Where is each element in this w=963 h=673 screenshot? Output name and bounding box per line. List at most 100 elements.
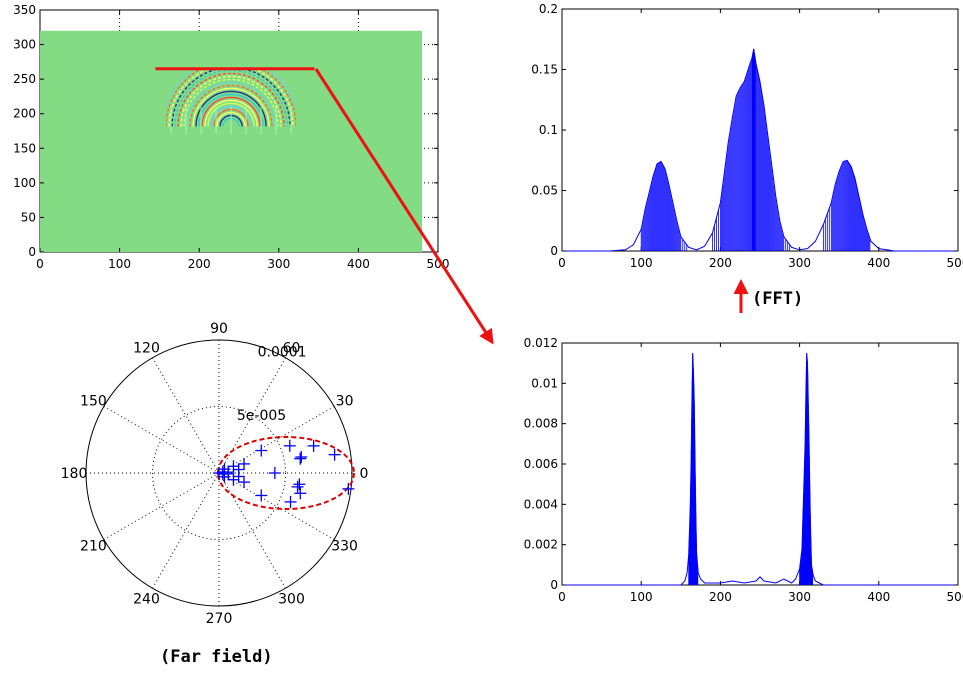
y-tick-label: 100 (13, 176, 36, 190)
polar-angle-label: 0 (360, 466, 369, 482)
y-tick-label: 0.006 (524, 457, 558, 471)
wavefront-arc (207, 102, 255, 127)
x-tick-label: 100 (630, 256, 653, 270)
polar-radius-label: 5e-005 (237, 408, 286, 424)
x-tick-label: 400 (867, 256, 890, 270)
y-tick-label: 250 (13, 72, 36, 86)
polar-angle-label: 120 (133, 340, 160, 356)
signal-chart: 0 100 200 300 400 500 0 0.002 0.004 0.006 0.008 0.0… (524, 336, 963, 604)
far-field-point (227, 460, 240, 473)
x-tick-label: 200 (709, 256, 732, 270)
wavefield-wavefront-pattern (166, 70, 296, 135)
far-field-point (237, 457, 250, 470)
far-field-point (295, 451, 308, 464)
far-field-point (294, 487, 307, 500)
y-tick-label: 150 (13, 141, 36, 155)
wavefront-arc (177, 72, 285, 127)
polar-angle-label: 330 (331, 539, 358, 555)
x-tick-label: 500 (947, 256, 963, 270)
far-field-point (307, 439, 320, 452)
y-tick-label: 0.008 (524, 417, 558, 431)
wavefront-arc (171, 70, 291, 127)
y-tick-label: 200 (13, 107, 36, 121)
x-tick-label: 200 (188, 257, 211, 271)
y-tick-label: 0.01 (531, 376, 558, 390)
far-field-point (283, 439, 296, 452)
far-field-point (237, 476, 250, 489)
y-tick-label: 0.2 (539, 2, 558, 16)
y-tick-label: 0.15 (531, 63, 558, 77)
wavefront-arc (195, 90, 267, 127)
polar-angle-label: 240 (133, 592, 160, 608)
x-tick-label: 400 (867, 590, 890, 604)
far-field-point (268, 467, 281, 479)
far-field-point (293, 478, 306, 491)
x-tick-label: 0 (36, 257, 44, 271)
wavefront-arc (192, 87, 270, 127)
highlight-ellipse (217, 436, 355, 510)
polar-radius-label: 0.0001 (258, 345, 307, 361)
y-tick-label: 0.004 (524, 497, 558, 511)
x-tick-label: 0 (558, 256, 566, 270)
y-tick-label: 0.05 (531, 184, 558, 198)
far-field-point (222, 467, 235, 480)
wavefield-green-field (40, 30, 423, 252)
wavefront-arc (204, 99, 258, 127)
y-tick-label: 0.002 (524, 538, 558, 552)
polar-angle-label: 60 (283, 340, 301, 356)
x-tick-label: 100 (108, 257, 131, 271)
y-tick-label: 0.012 (524, 336, 558, 350)
fft-caption: (FFT) (752, 289, 803, 309)
wavefront-arc (168, 70, 294, 127)
far-field-point (328, 448, 341, 461)
far-field-point (284, 495, 297, 508)
x-tick-label: 0 (558, 590, 566, 604)
wavefront-arc (183, 78, 279, 127)
x-tick-label: 200 (709, 590, 732, 604)
signal-ticks: 0 100 200 300 400 500 0 0.002 0.004 0.006 0.008 0.0… (524, 336, 963, 604)
y-tick-label: 0.1 (539, 123, 558, 137)
polar-angle-label: 300 (278, 592, 305, 608)
far-field-caption: (Far field) (160, 647, 273, 667)
wavefront-arc (180, 75, 282, 127)
far-field-point (294, 452, 307, 465)
fft-spectrum-chart: 0 100 200 300 400 500 0 0.05 0.1 0.15 0.2 (531, 2, 963, 270)
far-field-point (255, 444, 268, 457)
polar-angle-label: 150 (80, 394, 107, 410)
polar-inner-circle (152, 406, 286, 540)
far-field-point (291, 480, 304, 493)
y-tick-label: 50 (21, 210, 36, 224)
far-field-point (342, 482, 355, 495)
connector-arrow (314, 68, 494, 345)
polar-angle-label: 180 (61, 466, 88, 482)
x-tick-label: 100 (630, 590, 653, 604)
y-tick-label: 0 (550, 244, 558, 258)
far-field-point (227, 473, 240, 486)
wavefront-arc (201, 96, 261, 127)
x-tick-label: 300 (788, 590, 811, 604)
y-tick-label: 0 (550, 578, 558, 592)
far-field-point (232, 470, 245, 483)
wavefront-arc (189, 84, 273, 127)
x-tick-label: 500 (947, 590, 963, 604)
far-field-points (213, 439, 355, 508)
wavefront-arc (166, 70, 296, 110)
x-tick-label: 300 (267, 257, 290, 271)
polar-labels: 0 30 60 90 120 150 180 210 240 270 300 330 5e-005 0.0… (61, 321, 369, 627)
polar-angle-label: 270 (206, 611, 233, 627)
y-tick-label: 350 (13, 3, 36, 17)
fft-ticks: 0 100 200 300 400 500 0 0.05 0.1 0.15 0.2 (531, 2, 963, 270)
far-field-point (255, 489, 268, 502)
polar-angle-label: 30 (336, 394, 354, 410)
y-tick-label: 0 (28, 245, 36, 259)
y-tick-label: 300 (13, 38, 36, 52)
far-field-polar-chart: 0 30 60 90 120 150 180 210 240 270 300 330 5e-005 0.0… (61, 321, 369, 627)
polar-angle-label: 90 (210, 321, 228, 337)
signal-plot-area (561, 342, 959, 586)
wavefront-arc (174, 70, 288, 127)
x-tick-label: 300 (788, 256, 811, 270)
x-tick-label: 400 (347, 257, 370, 271)
